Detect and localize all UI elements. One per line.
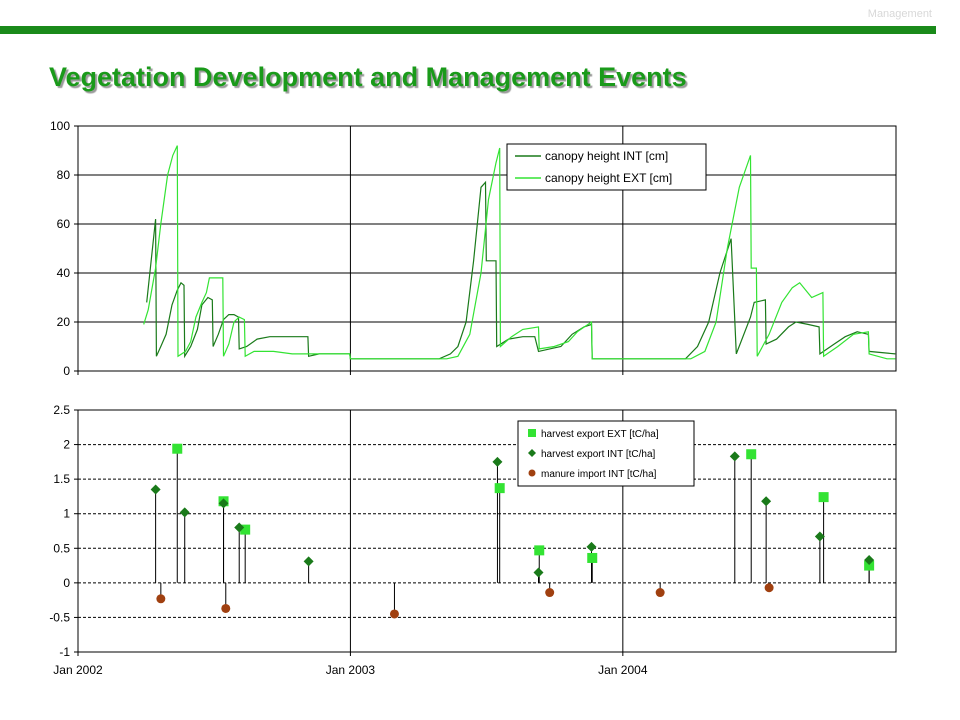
marker-square xyxy=(172,443,183,454)
marker-diamond xyxy=(729,451,740,462)
management-events-chart: -1 -0.5 0 0.5 1 1.5 2 2.5 Jan 2002 Jan 2003 Jan 20… xyxy=(49,403,897,677)
legend-label: manure import INT [tC/ha] xyxy=(541,469,657,480)
marker-diamond xyxy=(179,507,190,518)
series-line xyxy=(143,145,896,360)
marker-square xyxy=(494,483,505,494)
y-tick-label: 20 xyxy=(57,315,71,329)
y-tick-label: 100 xyxy=(50,119,70,133)
legend-swatch xyxy=(528,469,536,477)
legend-label: canopy height INT [cm] xyxy=(545,149,668,163)
legend-swatch xyxy=(528,449,536,457)
y-tick-label: 1.5 xyxy=(53,472,70,486)
y-tick-label: 2.5 xyxy=(53,403,70,417)
legend-box xyxy=(517,420,695,487)
marker-square xyxy=(534,545,545,556)
legend-label: harvest export INT [tC/ha] xyxy=(541,449,656,460)
y-tick-label: 0 xyxy=(63,364,70,378)
marker-square xyxy=(746,449,757,460)
y-tick-label: 80 xyxy=(57,168,71,182)
marker-diamond xyxy=(234,522,245,533)
y-tick-label: 40 xyxy=(57,266,71,280)
marker-diamond xyxy=(761,496,772,507)
marker-circle xyxy=(764,583,774,593)
marker-square xyxy=(240,524,251,535)
marker-circle xyxy=(156,594,166,604)
marker-square xyxy=(864,560,875,571)
y-tick-label: 0 xyxy=(63,576,70,590)
plot-frame xyxy=(77,125,897,372)
y-tick-label: 1 xyxy=(63,507,70,521)
canopy-height-chart: 0 20 40 60 80 100 canopy height INT [cm] canopy… xyxy=(50,119,897,378)
marker-circle xyxy=(655,588,665,598)
legend-box xyxy=(506,143,707,191)
y-tick-label: 2 xyxy=(63,438,70,452)
section-tag: Management xyxy=(867,8,932,20)
legend-label: canopy height EXT [cm] xyxy=(545,171,672,185)
marker-square xyxy=(587,552,598,563)
marker-diamond xyxy=(814,531,825,542)
series-line xyxy=(146,180,896,360)
marker-diamond xyxy=(864,555,875,566)
legend-swatch xyxy=(528,429,536,437)
marker-square xyxy=(818,492,829,503)
x-tick-label: Jan 2004 xyxy=(598,663,648,677)
legend-label: harvest export EXT [tC/ha] xyxy=(541,429,659,440)
marker-diamond xyxy=(586,541,597,552)
marker-circle xyxy=(389,609,399,619)
marker-diamond xyxy=(533,567,544,578)
header-bar xyxy=(0,26,936,34)
marker-diamond xyxy=(150,484,161,495)
marker-diamond xyxy=(303,556,314,567)
marker-circle xyxy=(545,588,555,598)
plot-frame xyxy=(77,409,897,653)
y-tick-label: 0.5 xyxy=(53,541,70,555)
slide-title: Vegetation Development and Management Ev… xyxy=(49,62,687,92)
x-tick-label: Jan 2003 xyxy=(326,663,376,677)
marker-diamond xyxy=(492,456,503,467)
y-tick-label: 60 xyxy=(57,217,71,231)
y-tick-label: -1 xyxy=(59,645,70,659)
marker-circle xyxy=(221,603,231,613)
x-tick-label: Jan 2002 xyxy=(53,663,103,677)
marker-diamond xyxy=(218,498,229,509)
y-tick-label: -0.5 xyxy=(49,610,70,624)
